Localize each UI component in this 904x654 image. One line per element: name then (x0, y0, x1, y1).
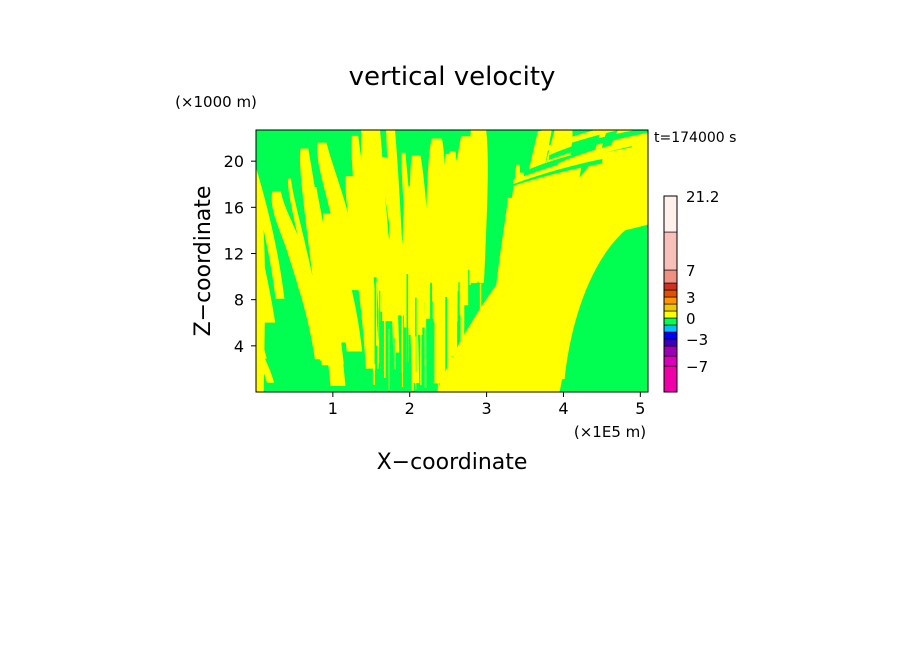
field-streak (407, 163, 423, 335)
field-filament (393, 280, 396, 370)
plot-frame (255, 129, 649, 393)
velocity-field (256, 130, 648, 392)
y-tick-label: 4 (234, 337, 244, 356)
colorbar-band (663, 231, 678, 271)
field-filament (431, 301, 433, 371)
field-filament (393, 337, 395, 388)
y-tick-label: 8 (234, 291, 244, 310)
field-filament (445, 296, 448, 386)
field-band (513, 150, 621, 185)
field-band (557, 137, 648, 169)
field-streak (465, 130, 488, 283)
field-filament (406, 274, 409, 373)
x-tick-label: 4 (558, 399, 568, 418)
colorbar-band (663, 355, 678, 367)
y-tick-label: 12 (224, 244, 244, 263)
colorbar-band (663, 310, 678, 319)
field-filament (378, 290, 381, 378)
colorbar-band (663, 345, 678, 357)
field-filament (388, 328, 390, 391)
field-filament (372, 309, 376, 385)
field-band (548, 130, 648, 161)
field-region (563, 224, 648, 392)
field-region (256, 184, 265, 392)
colorbar-tick-label: 7 (686, 262, 696, 280)
x-tick-label: 3 (481, 399, 491, 418)
colorbar-tick-label: 3 (686, 289, 696, 307)
colorbar-tick-label: −3 (686, 331, 708, 349)
field-filament (375, 345, 378, 389)
field-band (494, 158, 603, 193)
field-filament (469, 284, 472, 363)
colorbar-band (663, 365, 678, 393)
colorbar-band (663, 195, 678, 233)
field-band (544, 130, 619, 152)
colorbar-band (663, 282, 678, 291)
colorbar: 21.2 7 3 0 −3 −7 (663, 188, 719, 393)
field-filament (424, 301, 427, 366)
field-band (555, 169, 648, 201)
colorbar-tick-label: 0 (686, 310, 696, 328)
field-filament (415, 336, 417, 390)
field-streak (323, 239, 357, 343)
field-streak (299, 148, 338, 366)
field-filament (420, 310, 422, 386)
colorbar-band (663, 338, 678, 347)
field-filament (430, 282, 433, 365)
colorbar-band (663, 289, 678, 298)
field-streak (432, 233, 457, 384)
x-axis-unit: (×1E5 m) (574, 423, 646, 441)
colorbar-band (663, 324, 678, 333)
y-tick-label: 16 (224, 198, 244, 217)
field-streak (287, 178, 326, 361)
field-streak (345, 176, 381, 369)
chart-title: vertical velocity (349, 62, 556, 92)
field-streak (365, 182, 398, 291)
field-filament (375, 281, 377, 366)
x-tick-label: 5 (635, 399, 645, 418)
field-filament (424, 359, 427, 388)
field-filament (380, 311, 383, 370)
field-filament (440, 282, 442, 368)
field-region (436, 130, 648, 392)
y-axis-ticks: 4 8 12 16 20 (224, 152, 256, 356)
field-filament (383, 317, 386, 379)
field-filament (433, 321, 435, 391)
field-filament (437, 363, 439, 391)
x-axis-ticks: 1 2 3 4 5 (328, 392, 645, 418)
field-filament (378, 269, 380, 364)
field-filament (374, 290, 377, 364)
y-axis-unit: (×1000 m) (175, 93, 257, 111)
y-tick-label: 20 (224, 152, 244, 171)
colorbar-frame (663, 195, 678, 393)
field-streak (256, 167, 285, 299)
field-band (501, 130, 544, 144)
x-tick-label: 1 (328, 399, 338, 418)
time-label: t=174000 s (654, 130, 736, 146)
field-streak (387, 137, 400, 353)
y-axis-label: Z−coordinate (191, 186, 216, 337)
field-streak (317, 142, 363, 291)
field-filament (415, 297, 417, 373)
field-filament (401, 302, 403, 388)
x-axis-label: X−coordinate (377, 450, 528, 475)
colorbar-band (663, 296, 678, 305)
colorbar-band (663, 303, 678, 312)
colorbar-tick-label: −7 (686, 358, 708, 376)
field-filament (442, 289, 445, 369)
colorbar-band (663, 269, 678, 284)
colorbar-band (663, 331, 678, 340)
colorbar-band (663, 317, 678, 326)
colorbar-tick-label: 21.2 (686, 188, 719, 206)
x-tick-label: 2 (405, 399, 415, 418)
field-filament (411, 359, 414, 391)
field-filament (468, 269, 470, 371)
